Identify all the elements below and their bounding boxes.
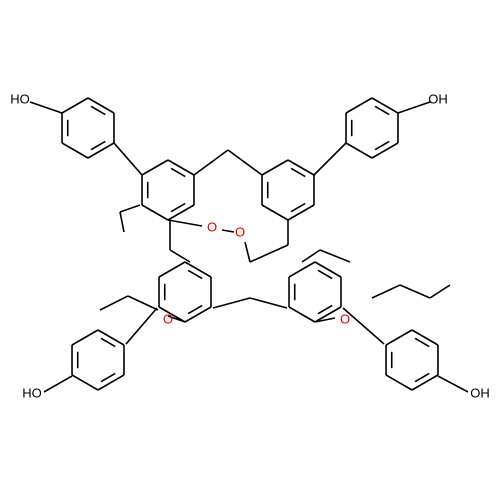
bond: [184, 261, 212, 278]
bond: [288, 306, 316, 323]
bond: [127, 295, 159, 311]
bond: [244, 241, 251, 263]
bond: [314, 306, 342, 323]
bond: [288, 261, 316, 278]
bond: [374, 140, 390, 151]
bond: [249, 244, 289, 263]
bond: [261, 159, 289, 176]
bond: [158, 306, 186, 323]
bond: [184, 306, 212, 323]
bond: [249, 297, 288, 309]
bond: [411, 329, 439, 346]
bond: [141, 159, 169, 176]
atom-label: OH: [428, 91, 448, 106]
bond: [71, 329, 99, 346]
bond: [187, 269, 203, 280]
bond: [212, 297, 251, 309]
bond: [167, 219, 203, 227]
atom-label: HO: [22, 385, 42, 400]
bond: [385, 374, 413, 391]
bond: [90, 105, 106, 116]
atom-label: O: [235, 224, 245, 239]
bond: [61, 142, 89, 159]
bond: [371, 97, 399, 114]
bond: [29, 101, 63, 114]
bond: [374, 105, 390, 116]
bond: [97, 374, 125, 391]
bond: [345, 142, 373, 159]
bond: [290, 202, 306, 213]
atom-label: O: [207, 219, 217, 234]
bond: [317, 304, 333, 315]
bond: [313, 142, 347, 176]
bond: [287, 159, 315, 176]
atom-label: HO: [10, 91, 30, 106]
bond: [90, 140, 106, 151]
bond: [287, 204, 315, 221]
bonds: [29, 97, 469, 393]
bond: [342, 307, 385, 345]
bond: [314, 317, 336, 323]
bond: [170, 202, 186, 213]
bond: [371, 284, 401, 299]
atom-label: OH: [470, 385, 490, 400]
bond: [414, 372, 430, 383]
bond: [167, 315, 186, 323]
bond: [119, 211, 125, 233]
bond: [113, 142, 143, 176]
bond: [187, 304, 203, 315]
bond: [290, 167, 306, 178]
bond: [411, 374, 439, 391]
bond: [429, 284, 451, 299]
atom-label: O: [340, 311, 350, 326]
bond: [437, 375, 469, 393]
bond: [345, 97, 373, 114]
bond: [167, 159, 195, 176]
bond: [61, 97, 89, 114]
bond: [221, 229, 235, 233]
bond: [314, 261, 342, 278]
bond: [170, 167, 186, 178]
bond: [141, 204, 169, 221]
bond: [158, 261, 186, 278]
bond: [301, 249, 321, 263]
bond: [100, 337, 116, 348]
bond: [167, 204, 195, 221]
bond: [193, 149, 229, 176]
bond: [43, 375, 73, 393]
bond: [99, 295, 129, 311]
bond: [414, 337, 430, 348]
bond: [399, 284, 431, 299]
bond: [317, 269, 333, 280]
bond: [119, 204, 141, 213]
bond: [71, 374, 99, 391]
bond: [125, 307, 158, 345]
bond: [97, 329, 125, 346]
bond: [385, 329, 413, 346]
atom-label: O: [163, 311, 173, 326]
bond: [100, 372, 116, 383]
bond: [319, 249, 351, 263]
bond: [87, 97, 115, 114]
bond: [397, 101, 431, 114]
bond: [261, 204, 289, 221]
bond: [87, 142, 115, 159]
bond: [169, 249, 191, 263]
bond: [227, 149, 263, 176]
bond: [371, 142, 399, 159]
